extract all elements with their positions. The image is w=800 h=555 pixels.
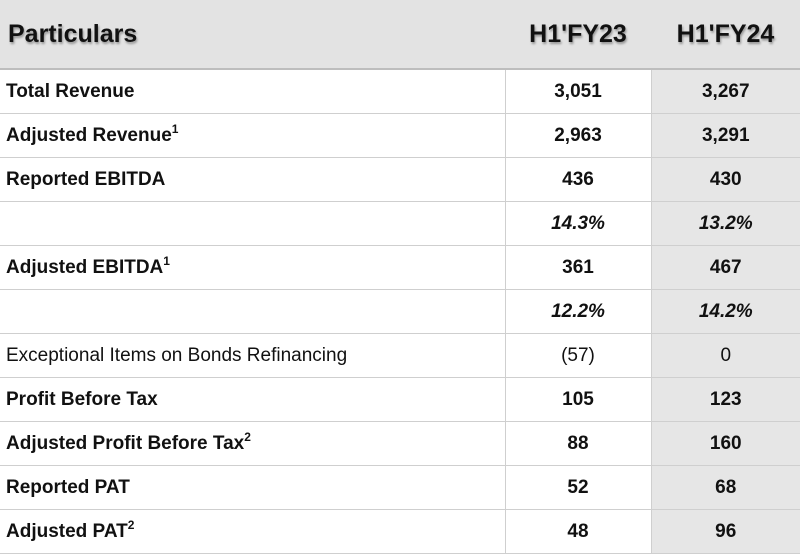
value-h1-fy24: 430	[651, 157, 800, 202]
value-h1-fy23: 48	[505, 509, 652, 554]
footnote-marker: 2	[244, 429, 251, 444]
value-h1-fy23: 2,963	[505, 113, 652, 158]
table-row: Adjusted EBITDA1 361 467	[0, 245, 800, 290]
row-label: Adjusted PAT2	[0, 509, 506, 554]
value-h1-fy24: 68	[651, 465, 800, 510]
table-row: 14.3% 13.2%	[0, 201, 800, 246]
header-h1-fy24: H1'FY24	[651, 0, 800, 70]
row-label: Reported EBITDA	[0, 157, 506, 202]
value-h1-fy23: 52	[505, 465, 652, 510]
table-row: Reported PAT 52 68	[0, 465, 800, 510]
table-row: Total Revenue 3,051 3,267	[0, 69, 800, 114]
row-label: Adjusted EBITDA1	[0, 245, 506, 290]
table-row: Profit Before Tax 105 123	[0, 377, 800, 422]
value-h1-fy24: 467	[651, 245, 800, 290]
table-row: Exceptional Items on Bonds Refinancing (…	[0, 333, 800, 378]
value-h1-fy23: 3,051	[505, 69, 652, 114]
row-label: Reported PAT	[0, 465, 506, 510]
value-h1-fy24: 160	[651, 421, 800, 466]
row-label: Profit Before Tax	[0, 377, 506, 422]
value-h1-fy23: 88	[505, 421, 652, 466]
table-row: Adjusted Profit Before Tax2 88 160	[0, 421, 800, 466]
margin-h1-fy24: 13.2%	[651, 201, 800, 246]
table-row: Adjusted Revenue1 2,963 3,291	[0, 113, 800, 158]
row-label: Adjusted Revenue1	[0, 113, 506, 158]
value-h1-fy24: 0	[651, 333, 800, 378]
header-row: Particulars H1'FY23 H1'FY24	[0, 0, 800, 70]
row-label: Adjusted Profit Before Tax2	[0, 421, 506, 466]
table-row: Adjusted PAT2 48 96	[0, 509, 800, 554]
row-label: Exceptional Items on Bonds Refinancing	[0, 333, 506, 378]
table-row: 12.2% 14.2%	[0, 289, 800, 334]
value-h1-fy23: 436	[505, 157, 652, 202]
margin-h1-fy23: 12.2%	[505, 289, 652, 334]
value-h1-fy24: 3,291	[651, 113, 800, 158]
footnote-marker: 2	[127, 517, 135, 532]
value-h1-fy23: 105	[505, 377, 652, 422]
footnote-marker: 1	[163, 253, 170, 268]
value-h1-fy24: 3,267	[651, 69, 800, 114]
row-label	[0, 289, 506, 334]
value-h1-fy24: 96	[651, 509, 800, 554]
row-label	[0, 201, 506, 246]
header-h1-fy23: H1'FY23	[505, 0, 651, 70]
value-h1-fy23: (57)	[505, 333, 652, 378]
value-h1-fy23: 361	[505, 245, 652, 290]
table-row: Reported EBITDA 436 430	[0, 157, 800, 202]
margin-h1-fy23: 14.3%	[505, 201, 652, 246]
footnote-marker: 1	[171, 121, 179, 136]
value-h1-fy24: 123	[651, 377, 800, 422]
row-label: Total Revenue	[0, 69, 506, 114]
header-particulars: Particulars	[0, 0, 505, 70]
margin-h1-fy24: 14.2%	[651, 289, 800, 334]
